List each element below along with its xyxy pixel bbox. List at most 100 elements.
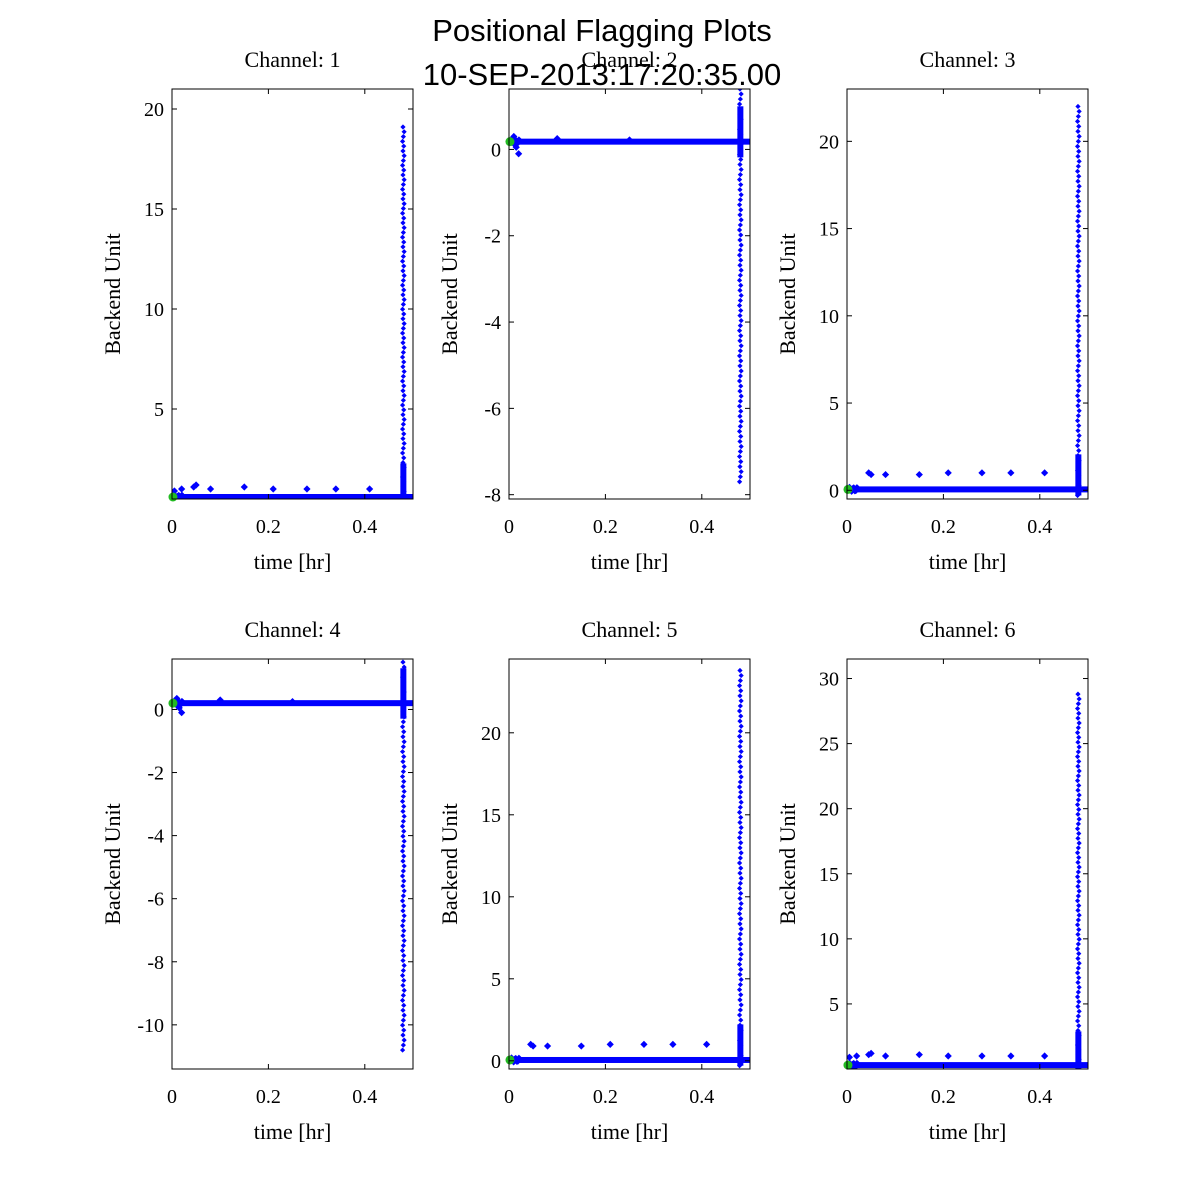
- data-point: [179, 698, 187, 706]
- spike-point: [737, 870, 743, 876]
- spike-point: [1075, 413, 1081, 419]
- spike-point: [401, 407, 407, 413]
- spike-point: [399, 354, 406, 360]
- spike-point: [1075, 989, 1081, 995]
- data-point: [850, 1059, 857, 1067]
- data-point: [516, 1055, 524, 1063]
- spike-point: [1076, 358, 1082, 364]
- spike-point: [401, 153, 407, 159]
- x-tick-label: 0: [167, 1086, 177, 1108]
- spike-point: [1075, 941, 1081, 947]
- x-tick-label: 0: [842, 516, 852, 538]
- spike-point: [1075, 128, 1081, 134]
- axes-frame: [846, 658, 1089, 1070]
- outlier-point: [703, 1040, 711, 1048]
- spike-point: [401, 838, 407, 844]
- spike-point: [400, 469, 406, 475]
- spike-point: [401, 239, 407, 245]
- y-tick-label: -2: [147, 763, 164, 785]
- spike-point: [736, 809, 743, 815]
- spike-point: [1076, 1032, 1082, 1038]
- spike-point: [737, 297, 743, 304]
- spike-point: [1076, 806, 1082, 813]
- data-points: [172, 659, 413, 1053]
- spike-point: [738, 941, 744, 947]
- spike-point: [737, 348, 743, 354]
- spike-point: [1074, 1042, 1081, 1048]
- spike-point: [737, 880, 743, 886]
- spike-point: [737, 769, 743, 775]
- outlier-point: [515, 150, 523, 158]
- y-tick-label: 0: [491, 1051, 501, 1073]
- spike-point: [399, 972, 406, 979]
- y-tick-label: 20: [481, 723, 501, 745]
- spike-point: [1074, 243, 1081, 249]
- data-points: [172, 124, 413, 499]
- spike-point: [1075, 163, 1081, 169]
- baseline-point-band: [848, 486, 1088, 493]
- spike-point: [399, 923, 406, 929]
- spike-point: [738, 368, 744, 374]
- outlier-point: [865, 469, 873, 477]
- spike-point: [400, 719, 406, 725]
- spike-point: [1075, 113, 1081, 120]
- outlier-point: [529, 1042, 537, 1050]
- spike-point: [1075, 1013, 1081, 1019]
- spike-point: [738, 333, 744, 339]
- subplot-title: Channel: 5: [582, 617, 678, 642]
- spike-point: [737, 678, 743, 684]
- spike-point: [1075, 278, 1081, 284]
- x-tick-label: 0.2: [256, 516, 281, 538]
- spike-point: [399, 724, 406, 730]
- spike-point: [738, 408, 744, 414]
- spike-point: [400, 244, 406, 250]
- spike-point: [738, 875, 744, 881]
- spike-point: [737, 1032, 743, 1038]
- data-points: [509, 89, 750, 485]
- y-axis-label: Backend Unit: [437, 233, 462, 355]
- spike-point: [737, 111, 743, 117]
- figure-title-line-1: Positional Flagging Plots: [432, 13, 771, 48]
- spike-point: [737, 830, 743, 836]
- spike-point: [1075, 763, 1081, 769]
- x-tick-label: 0.2: [593, 516, 618, 538]
- spike-point: [738, 458, 744, 465]
- spike-point: [1075, 811, 1081, 817]
- spike-point: [1074, 826, 1081, 832]
- spike-point: [1076, 888, 1082, 894]
- spike-point: [737, 728, 743, 734]
- spike-point: [400, 421, 406, 427]
- subplot-channel-6: 0 0.2 0.4 5 10 15 20 25 30 Channel: 6 time [hr] Bac…: [775, 617, 1089, 1144]
- spike-point: [737, 946, 743, 952]
- x-tick-label: 0.4: [689, 516, 714, 538]
- spike-point: [400, 172, 406, 178]
- spike-point: [1076, 854, 1082, 861]
- spike-point: [738, 156, 744, 163]
- spike-point: [401, 167, 407, 173]
- spike-point: [737, 474, 743, 480]
- spike-point: [399, 330, 406, 336]
- spike-point: [1075, 303, 1081, 309]
- spike-point: [738, 748, 744, 755]
- baseline-point-band: [848, 1062, 1088, 1069]
- spike-point: [1074, 850, 1081, 856]
- spike-point: [400, 957, 406, 964]
- spike-point: [1075, 821, 1081, 827]
- x-tick-label: 0: [842, 1086, 852, 1108]
- x-axis-label: time [hr]: [591, 549, 669, 574]
- spike-point: [1074, 467, 1081, 474]
- data-points: [509, 667, 750, 1069]
- spike-point: [737, 121, 743, 127]
- spike-point: [1075, 845, 1081, 851]
- spike-point: [737, 222, 743, 228]
- spike-point: [737, 1058, 743, 1064]
- spike-point: [736, 885, 743, 891]
- spike-point: [1076, 223, 1082, 229]
- spike-point: [738, 257, 744, 263]
- spike-point: [400, 397, 406, 403]
- spike-point: [1074, 492, 1081, 499]
- spike-point: [1076, 383, 1082, 389]
- spike-point: [401, 335, 407, 341]
- spike-point: [401, 440, 407, 447]
